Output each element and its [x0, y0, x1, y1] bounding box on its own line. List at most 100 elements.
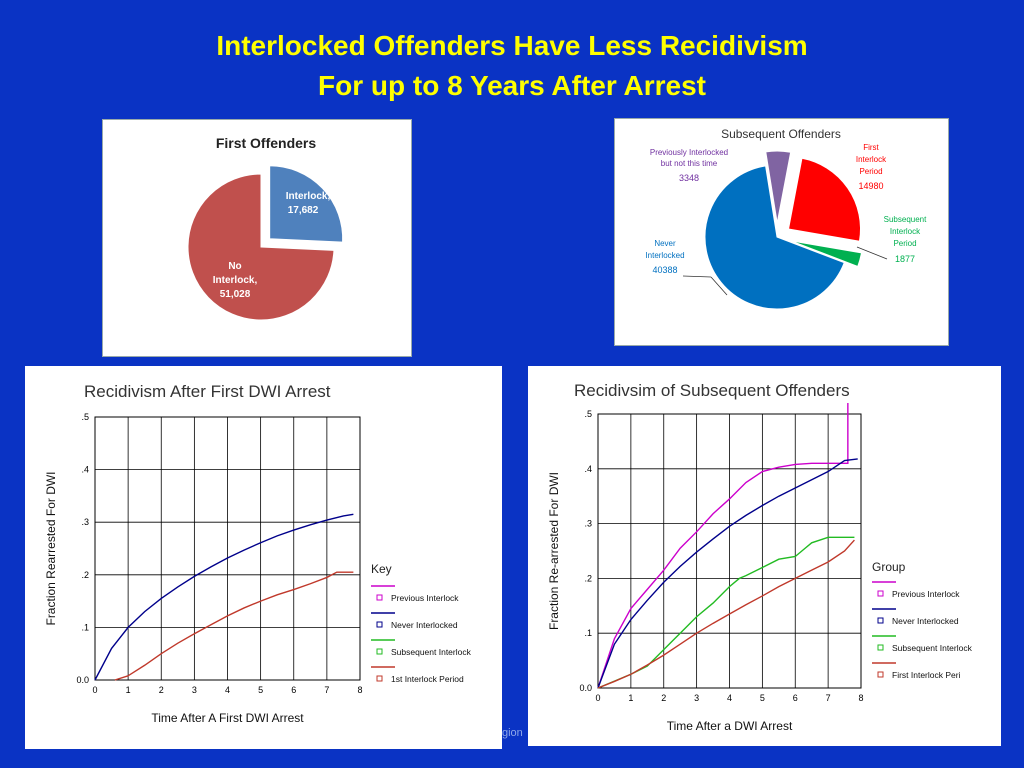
x-tick-label: 5 [258, 685, 263, 695]
subsequent-offenders-pie-chart: Subsequent Offenders Previously Interloc… [645, 127, 927, 310]
legend-marker [376, 648, 383, 655]
pie2-label-first-3: Period [859, 167, 882, 176]
pie2-label-first-2: Interlock [856, 155, 887, 164]
pie2-label-subsequent-2: Interlock [890, 227, 921, 236]
y-axis-label: Fraction Rearrested For DWI [44, 471, 58, 625]
pie-slice-interlock [269, 165, 344, 243]
pie1-value-interlock: 17,682 [288, 205, 319, 216]
pie-slice-never-interlocked [704, 165, 845, 310]
series-line-first-interlock-peri [597, 539, 855, 689]
legend-marker [376, 594, 383, 601]
pie2-value-subsequent: 1877 [895, 254, 915, 264]
x-tick-label: 6 [291, 685, 296, 695]
legend-item-never-interlocked: Never Interlocked [391, 620, 458, 630]
x-tick-label: 1 [126, 685, 131, 695]
series-line-never-interlocked [597, 458, 858, 689]
pie2-label-first-1: First [863, 143, 879, 152]
y-axis-label: Fraction Re-arrested For DWI [547, 472, 561, 630]
first-dwi-line-chart: Recidivism After First DWI Arrest 0 1 2 3 4 5 6… [44, 382, 472, 725]
pie-slice-first-interlock-period [787, 157, 861, 242]
x-tick-label: 6 [793, 693, 798, 703]
x-tick-label: 8 [357, 685, 362, 695]
x-tick-label: 7 [324, 685, 329, 695]
y-tick-label: .3 [81, 517, 89, 527]
y-tick-label: .5 [81, 412, 89, 422]
pie2-value-first: 14980 [858, 181, 883, 191]
pie2-value-previously: 3348 [679, 173, 699, 183]
x-tick-label: 0 [595, 693, 600, 703]
pie1-label-interlock-2: Interlock, [213, 275, 258, 286]
y-tick-label: .1 [81, 622, 89, 632]
pie2-label-never-1: Never [654, 239, 676, 248]
pie1-value-no-interlock: 51,028 [220, 289, 251, 300]
legend-marker [376, 621, 383, 628]
first-dwi-line-panel: Recidivism After First DWI Arrest 0 1 2 3 4 5 6… [25, 366, 502, 749]
series-line-previous-interlock [597, 403, 849, 689]
x-tick-label: 8 [858, 693, 863, 703]
legend-marker [877, 617, 884, 624]
legend-marker [877, 590, 884, 597]
y-tick-label: .2 [81, 570, 89, 580]
pie2-label-previously-1: Previously Interlocked [650, 148, 728, 157]
series-line-never-interlocked [94, 513, 354, 681]
legend-item-never-interlocked: Never Interlocked [892, 616, 959, 626]
pie2-leader-never-a [682, 275, 712, 278]
pie2-leader-subsequent [856, 246, 888, 260]
pie-slice-no-interlock [187, 173, 335, 321]
x-tick-label: 7 [826, 693, 831, 703]
legend-title: Key [371, 562, 392, 576]
pie2-label-previously-2: but not this time [661, 159, 718, 168]
legend-item-previous-interlock: Previous Interlock [391, 593, 459, 603]
legend-marker [376, 675, 383, 682]
x-tick-label: 3 [192, 685, 197, 695]
y-tick-label: .1 [584, 628, 592, 638]
pie2-label-subsequent-3: Period [893, 239, 916, 248]
legend-item-subsequent-interlock: Subsequent Interlock [391, 647, 472, 657]
subsequent-offenders-pie-panel: Subsequent Offenders Previously Interloc… [614, 118, 949, 346]
legend-item-subsequent-interlock: Subsequent Interlock [892, 643, 973, 653]
legend-item-first-interlock-peri: First Interlock Peri [892, 670, 961, 680]
pie2-title: Subsequent Offenders [721, 127, 841, 141]
pie1-label-interlock: Interlock, [286, 191, 331, 202]
pie2-leader-never-b [710, 276, 728, 296]
x-tick-label: 2 [159, 685, 164, 695]
x-axis-label: Time After a DWI Arrest [667, 719, 793, 733]
series-line-subsequent-interlock [597, 536, 855, 689]
first-offenders-pie-panel: First Offenders Interlock, 17,682 No Int… [102, 119, 412, 357]
pie1-label-no: No [228, 261, 241, 272]
y-tick-label: .4 [81, 465, 89, 475]
y-tick-label: .3 [584, 519, 592, 529]
x-tick-label: 4 [225, 685, 230, 695]
subsequent-line-chart: Recidivsim of Subsequent Offenders 0 1 2 3 4 5… [547, 381, 973, 733]
subsequent-line-panel: Recidivsim of Subsequent Offenders 0 1 2 3 4 5… [528, 366, 1001, 746]
first-offenders-pie-chart: First Offenders Interlock, 17,682 No Int… [187, 135, 344, 321]
x-tick-label: 5 [760, 693, 765, 703]
pie1-title: First Offenders [216, 135, 317, 151]
x-tick-label: 2 [661, 693, 666, 703]
chart-title: Recidivsim of Subsequent Offenders [574, 381, 850, 400]
x-tick-label: 4 [727, 693, 732, 703]
slide-title-line-2: For up to 8 Years After Arrest [318, 70, 706, 101]
legend-title: Group [872, 560, 906, 574]
x-axis-label: Time After A First DWI Arrest [151, 711, 304, 725]
y-tick-label: .5 [584, 409, 592, 419]
y-tick-label: 0.0 [579, 683, 592, 693]
chart-title: Recidivism After First DWI Arrest [84, 382, 331, 401]
legend-item-previous-interlock: Previous Interlock [892, 589, 960, 599]
x-tick-label: 0 [92, 685, 97, 695]
legend-item-1st-interlock-period: 1st Interlock Period [391, 674, 464, 684]
legend-marker [877, 644, 884, 651]
y-tick-label: 0.0 [76, 675, 89, 685]
y-tick-label: .2 [584, 573, 592, 583]
series-line-1st-interlock-period [114, 571, 354, 681]
pie2-label-never-2: Interlocked [645, 251, 684, 260]
footer-fragment: gion [502, 727, 523, 739]
x-tick-label: 1 [628, 693, 633, 703]
pie2-value-never: 40388 [652, 265, 677, 275]
legend-marker [877, 671, 884, 678]
pie-slice-subsequent-interlock-period [790, 240, 863, 268]
pie-slice-previously-interlocked-but-not-this-time [765, 150, 792, 224]
slide-title-line-1: Interlocked Offenders Have Less Recidivi… [216, 30, 808, 61]
x-tick-label: 3 [694, 693, 699, 703]
pie2-label-subsequent-1: Subsequent [884, 215, 927, 224]
